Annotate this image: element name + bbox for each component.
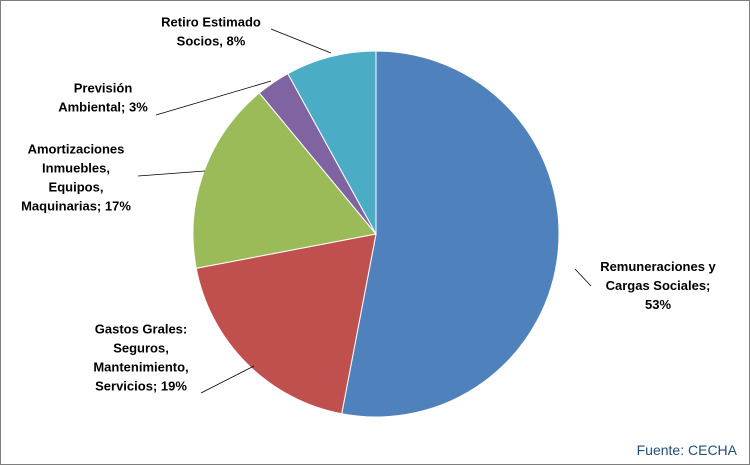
slice-label-line: Remuneraciones y — [600, 259, 716, 274]
slice-label: Gastos Grales: Seguros, Mantenimiento, Serv… — [93, 322, 188, 394]
pie-slice — [287, 50, 377, 235]
pie-slice — [192, 92, 377, 269]
leader-line — [574, 268, 592, 287]
slice-label-line: Gastos Grales: — [95, 322, 188, 337]
leader-line — [270, 28, 332, 54]
slice-label-line: Amortizaciones — [28, 142, 125, 157]
leader-line — [155, 80, 272, 116]
pie-slice — [341, 50, 560, 418]
slice-label: Remuneraciones y Cargas Sociales; 53% — [600, 259, 716, 312]
leader-line — [200, 365, 255, 394]
source-note: Fuente: CECHA — [636, 442, 737, 458]
slice-label: Amortizaciones Inmuebles, Equipos, Maquinar… — [21, 142, 131, 214]
pie-slice — [195, 233, 377, 415]
slice-label-line: Cargas Sociales; — [606, 278, 711, 293]
slice-label-line: Equipos, — [49, 180, 104, 195]
slice-label-line: Ambiental; 3% — [58, 100, 148, 115]
slice-label: Previsión Ambiental; 3% — [58, 81, 148, 115]
slice-label-line: Inmuebles, — [42, 161, 110, 176]
slice-label-line: Seguros, — [113, 341, 169, 356]
slice-label-line: Mantenimiento, — [93, 360, 188, 375]
slice-label-line: Socios, 8% — [177, 34, 246, 49]
slice-label-line: 53% — [645, 297, 671, 312]
slice-label: Retiro Estimado Socios, 8% — [161, 15, 261, 49]
slice-label-line: Previsión — [74, 81, 133, 96]
slice-label-line: Retiro Estimado — [161, 15, 261, 30]
slice-label-line: Servicios; 19% — [95, 379, 187, 394]
leader-line — [137, 170, 206, 177]
slice-label-line: Maquinarias; 17% — [21, 199, 131, 214]
